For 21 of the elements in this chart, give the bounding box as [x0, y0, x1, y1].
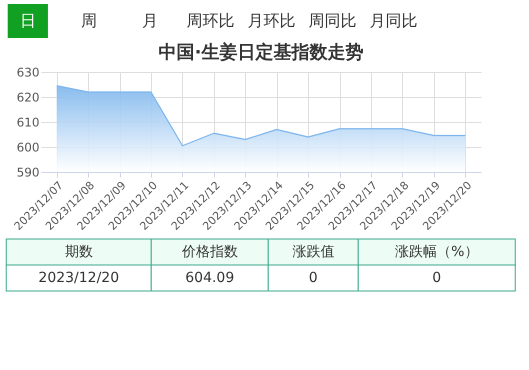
text: 0 [308, 270, 318, 286]
y-tick-label: 630 [16, 66, 40, 80]
text: 月同比 [370, 11, 418, 30]
text: 月 [142, 11, 158, 30]
text: 涨跌值 [292, 244, 334, 260]
text: 周 [80, 11, 97, 30]
text: 期数 [64, 244, 93, 260]
y-tick-label: 620 [16, 90, 40, 104]
text: 0 [432, 270, 442, 286]
text: 周环比 [186, 11, 235, 30]
text: 价格指数 [180, 244, 238, 260]
y-tick-label: 590 [16, 166, 40, 180]
text: 日 [20, 11, 36, 30]
text: 周同比 [308, 11, 357, 30]
text: 604.09 [185, 270, 234, 286]
text: 2023/12/20 [38, 270, 120, 286]
text: 月环比 [248, 11, 296, 30]
y-tick-label: 610 [16, 116, 40, 130]
y-tick-label: 600 [16, 140, 40, 154]
text: 涨跌幅（%） [395, 244, 478, 260]
chart-title: 中国·生姜日定基指数走势 [158, 41, 364, 63]
